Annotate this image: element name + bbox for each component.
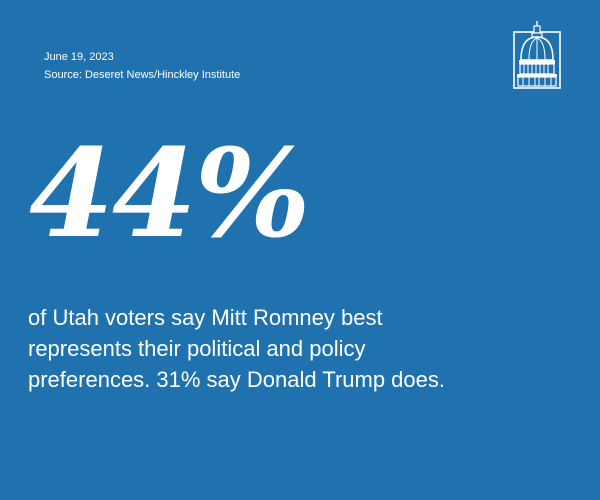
publish-date: June 19, 2023 — [44, 51, 114, 63]
headline-stat: 44% — [29, 121, 311, 265]
stat-description: of Utah voters say Mitt Romney best repr… — [28, 302, 568, 395]
source-credit: Source: Deseret News/Hinckley Institute — [44, 69, 241, 81]
source-info: June 19, 2023 Source: Deseret News/Hinck… — [44, 48, 240, 84]
description-line: preferences. 31% say Donald Trump does. — [28, 367, 446, 392]
description-line: of Utah voters say Mitt Romney best — [28, 305, 383, 330]
description-line: represents their political and policy — [28, 336, 366, 361]
capitol-dome-icon — [513, 20, 561, 90]
